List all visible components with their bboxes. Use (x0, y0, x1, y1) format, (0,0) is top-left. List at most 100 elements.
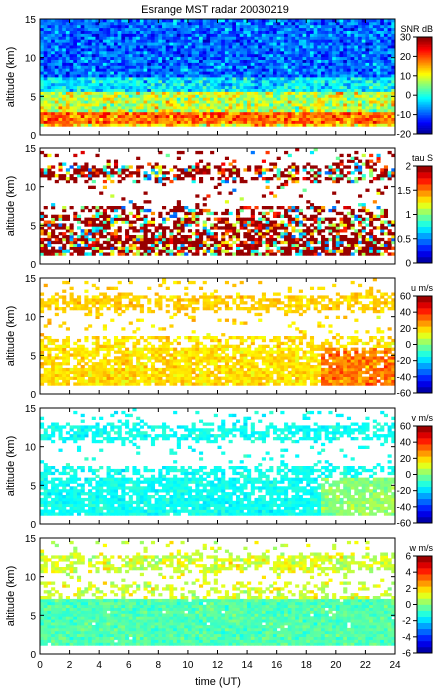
snr-cell (54, 123, 59, 127)
snr-cell (210, 56, 215, 60)
tau-cell (99, 223, 104, 227)
snr-cell (228, 103, 233, 107)
snr-cell (40, 53, 45, 58)
snr-cell (343, 48, 348, 52)
snr-cell (346, 97, 352, 101)
tau-cell (254, 232, 259, 236)
snr-cell (306, 85, 311, 89)
snr-cell (243, 74, 248, 78)
snr-cell (269, 106, 274, 110)
snr-cell (239, 19, 244, 23)
tau-cell (113, 171, 119, 175)
snr-cell (324, 62, 329, 66)
snr-cell (335, 48, 340, 52)
tau-cell (191, 246, 196, 250)
snr-cell (113, 33, 119, 37)
snr-cell (202, 36, 207, 40)
snr-cell (324, 27, 329, 31)
snr-cell (191, 33, 196, 37)
snr-cell (154, 74, 159, 78)
snr-cell (221, 108, 226, 113)
tau-cell (150, 240, 156, 245)
snr-cell (354, 106, 359, 110)
tau-cell (117, 174, 122, 178)
snr-cell (210, 36, 215, 40)
snr-cell (358, 50, 363, 55)
snr-cell (221, 21, 226, 26)
snr-cell (254, 88, 259, 92)
tau-cell (143, 243, 148, 247)
tau-cell (269, 206, 274, 210)
snr-cell (302, 85, 307, 89)
tau-cell (80, 165, 85, 169)
tau-cell (121, 168, 126, 172)
snr-cell (261, 30, 266, 34)
snr-cell (335, 19, 340, 23)
snr-cell (99, 59, 104, 63)
tau-cell (69, 223, 74, 227)
tau-cell (254, 237, 259, 242)
snr-cell (369, 33, 374, 37)
snr-cell (139, 59, 144, 63)
snr-cell (287, 106, 292, 110)
snr-cell (162, 77, 167, 81)
snr-cell (354, 100, 359, 104)
tau-cell (132, 237, 137, 242)
snr-cell (243, 91, 248, 95)
snr-cell (350, 97, 355, 101)
tau-cell (272, 223, 278, 227)
snr-cell (380, 85, 385, 89)
tau-cell (343, 165, 348, 169)
snr-cell (287, 79, 292, 84)
snr-cell (99, 39, 104, 43)
snr-cell (43, 56, 48, 60)
tau-cell (213, 235, 218, 239)
snr-cell (250, 77, 255, 81)
snr-cell (224, 24, 229, 29)
snr-cell (313, 39, 318, 43)
tau-cell (272, 162, 278, 166)
snr-cell (339, 114, 344, 118)
snr-cell (343, 27, 348, 31)
snr-cell (317, 39, 322, 43)
snr-cell (335, 42, 340, 46)
snr-cell (154, 94, 159, 98)
snr-cell (139, 100, 144, 104)
tau-cell (184, 168, 189, 172)
snr-cell (80, 77, 85, 81)
snr-cell (187, 114, 193, 118)
tau-cell (254, 168, 259, 172)
snr-cell (343, 100, 348, 104)
snr-cell (261, 74, 266, 78)
snr-cell (65, 21, 70, 26)
snr-cell (354, 103, 359, 107)
snr-cell (369, 79, 374, 84)
snr-cell (250, 19, 255, 23)
snr-cell (169, 42, 174, 46)
snr-cell (169, 97, 174, 101)
snr-cell (372, 97, 377, 101)
snr-cell (346, 24, 352, 29)
tau-cell (169, 249, 174, 253)
snr-cell (339, 108, 344, 113)
snr-cell (176, 82, 181, 87)
tau-cell (106, 220, 111, 224)
tau-cell (173, 214, 178, 218)
snr-cell (228, 68, 233, 72)
snr-cell (376, 62, 381, 66)
snr-cell (309, 77, 315, 81)
snr-cell (184, 71, 189, 75)
tau-cell (121, 206, 126, 210)
tau-cell (261, 214, 266, 218)
tau-cell (291, 220, 296, 224)
tau-cell (328, 252, 333, 256)
snr-cell (287, 24, 292, 29)
tau-cell (91, 246, 96, 250)
snr-cell (324, 94, 329, 98)
snr-cell (117, 53, 122, 58)
snr-cell (361, 65, 366, 69)
snr-cell (372, 33, 377, 37)
snr-cell (176, 27, 181, 31)
snr-cell (199, 27, 204, 31)
